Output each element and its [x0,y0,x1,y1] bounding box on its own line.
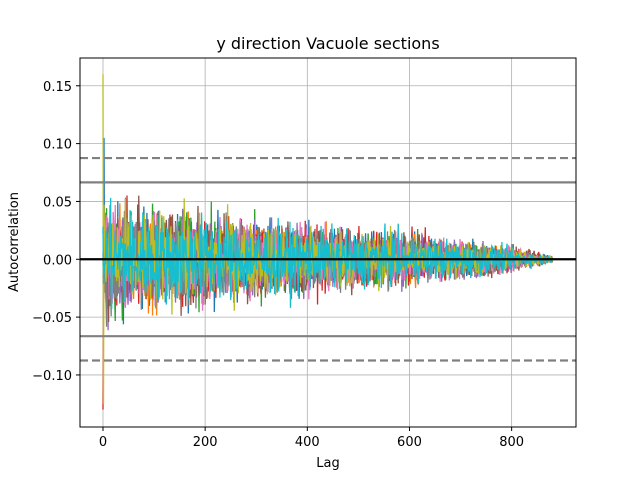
x-tick-label: 200 [193,435,218,450]
y-axis-ticks: −0.10 −0.05 0.00 0.05 0.10 0.15 [32,80,80,384]
reference-lines [80,156,576,362]
x-axis-ticks: 0 200 400 600 800 [99,427,524,450]
y-axis-label: Autocorrelation [7,192,22,292]
y-tick-label: −0.05 [32,311,72,326]
x-tick-label: 400 [295,435,320,450]
series-line [102,197,554,310]
x-tick-label: 800 [499,435,524,450]
y-tick-label: 0.00 [43,253,72,268]
x-tick-label: 0 [99,435,107,450]
plot-frame [79,57,577,428]
y-tick-label: −0.10 [32,369,72,384]
chart-title: y direction Vacuole sections [216,34,439,53]
x-tick-label: 600 [397,435,422,450]
y-tick-label: 0.10 [43,138,72,153]
y-tick-label: 0.15 [43,80,72,95]
x-axis-label: Lag [316,456,339,471]
y-tick-label: 0.05 [43,195,72,210]
